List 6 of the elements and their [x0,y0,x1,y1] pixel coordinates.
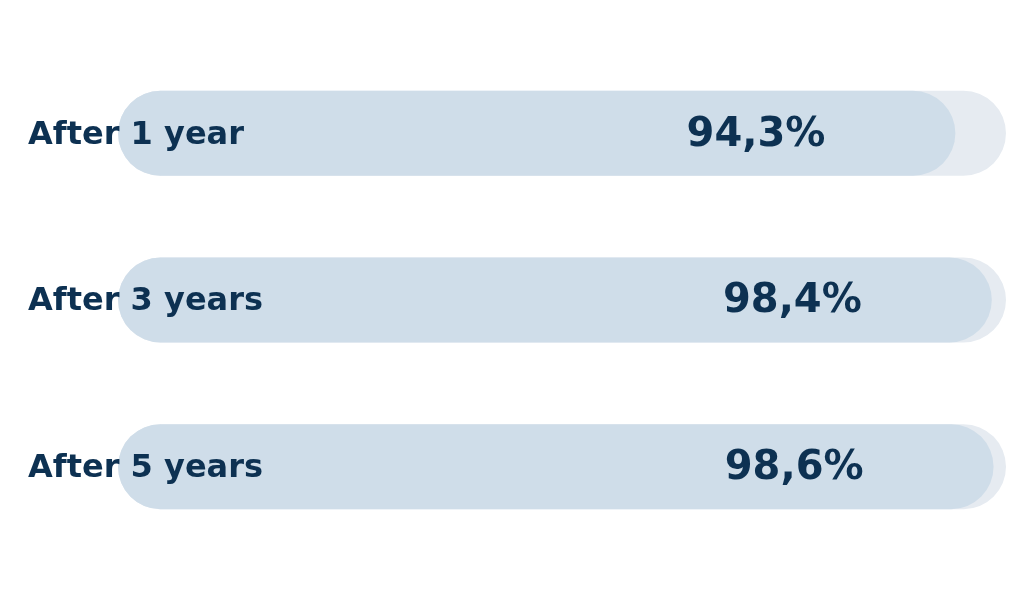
y-tick-label: After 3 years [28,280,263,319]
data-label: 94,3% [686,108,826,155]
y-tick-label: After 1 year [28,113,245,152]
data-label: 98,4% [723,275,862,322]
data-label: 98,6% [724,442,864,489]
y-tick-label: After 5 years [28,446,263,485]
